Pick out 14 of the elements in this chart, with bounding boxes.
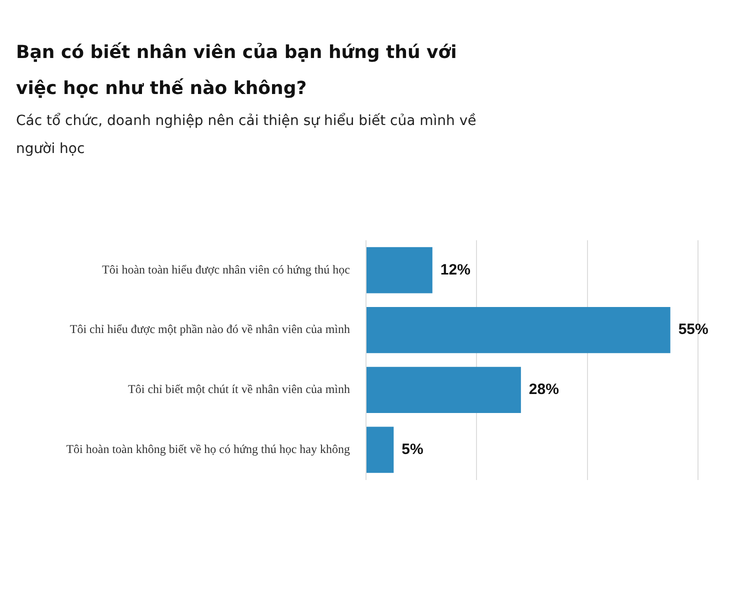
bar — [366, 366, 521, 414]
y-tick-label: Tôi hoàn toàn không biết về họ có hứng thú học hay không — [66, 442, 350, 456]
data-label: 55% — [678, 321, 708, 338]
y-tick-label: Tôi chỉ hiểu được một phần nào đó về nhân viên của mình — [70, 322, 350, 336]
bar — [366, 426, 394, 473]
text: Các tổ chức, doanh nghiệp nên cải thiện sự hiểu biết của mình về người học — [16, 112, 478, 159]
bar — [366, 306, 670, 354]
y-tick-label: Tôi hoàn toàn hiểu được nhân viên có hứng thú học — [102, 262, 350, 276]
data-label: 5% — [402, 440, 424, 458]
bar — [366, 247, 432, 294]
chart-title: Bạn có biết nhân viên của bạn hứng thú với việc học như thế nào không? — [16, 41, 458, 101]
y-tick-label: Tôi chỉ biết một chút ít về nhân viên của mình — [128, 382, 350, 396]
data-label: 12% — [440, 261, 470, 278]
data-label: 28% — [528, 381, 559, 398]
